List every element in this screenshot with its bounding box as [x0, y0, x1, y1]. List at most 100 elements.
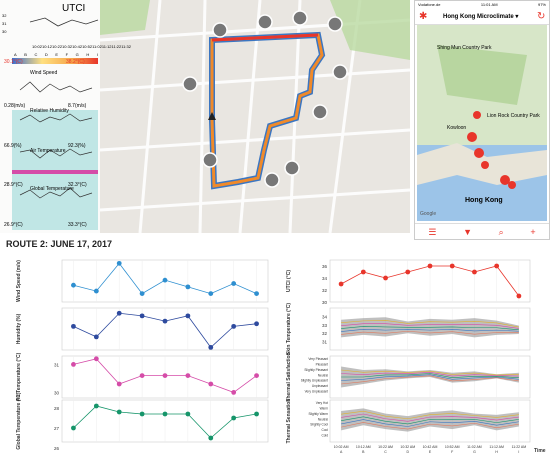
category-label: Cold	[321, 434, 328, 438]
data-point	[93, 288, 99, 294]
wind-max: 8.7(m/s)	[68, 103, 87, 109]
search-icon[interactable]: ⌕	[498, 226, 504, 237]
band-area	[341, 366, 519, 388]
data-point	[254, 373, 259, 378]
data-point	[71, 323, 76, 329]
data-point	[139, 313, 145, 319]
category-label: Cool	[321, 428, 328, 432]
add-icon[interactable]: +	[530, 227, 536, 237]
data-point	[185, 411, 191, 417]
y-tick-label: 36	[322, 264, 328, 269]
data-point	[71, 362, 76, 367]
data-point	[185, 313, 191, 319]
utci-letter: C	[34, 52, 38, 57]
data-point	[139, 411, 145, 417]
participant-line	[341, 422, 519, 430]
x-letter-label: E	[429, 450, 432, 454]
participant-line	[341, 369, 519, 376]
data-point	[162, 411, 168, 417]
filter-icon[interactable]: ▼	[463, 227, 472, 237]
x-time-label: 10:42 AM	[423, 445, 438, 449]
route-title: ROUTE 2: JUNE 17, 2017	[6, 239, 113, 249]
data-point	[254, 291, 259, 296]
utci-letter-row: A B C D E F G H I	[14, 52, 98, 57]
category-label: Slightly Warm	[308, 412, 328, 416]
chart-ylabel: UTCI (°C)	[286, 270, 292, 292]
data-point	[405, 269, 411, 275]
utci-x-tick: 10:52	[82, 44, 93, 49]
data-point	[208, 435, 214, 441]
data-point	[116, 260, 122, 266]
y-tick-label: 34	[322, 276, 328, 281]
data-point	[338, 281, 344, 287]
globe-min: 26.9°(C)	[4, 222, 23, 228]
app-title[interactable]: Hong Kong Microclimate ▾	[443, 14, 519, 20]
participant-line	[341, 328, 519, 332]
data-point	[139, 291, 145, 296]
chart-ylabel: Wind Speed (m/s)	[16, 260, 22, 302]
data-point	[472, 269, 477, 275]
y-tick-label: 28	[54, 406, 60, 411]
map-place-lion-rock: Lion Rock Country Park	[487, 113, 540, 119]
overlay-charts	[12, 17, 99, 230]
data-point	[449, 263, 455, 269]
category-label: Very Pleasant	[308, 357, 328, 361]
phone-map[interactable]: Shing Mun Country Park Lion Rock Country…	[417, 25, 547, 221]
data-point	[93, 403, 99, 409]
category-label: Slightly Cool	[310, 423, 328, 427]
data-point	[71, 282, 76, 288]
data-point	[231, 390, 237, 395]
category-label: Pleasant	[316, 362, 329, 366]
y-tick-label: 31	[322, 340, 328, 345]
band-area	[341, 408, 519, 432]
utci-letter: D	[44, 52, 48, 57]
category-label: Neutral	[318, 417, 329, 421]
category-label: Very Unpleasant	[305, 390, 329, 394]
category-label: Very Hot	[316, 401, 328, 405]
data-point	[116, 381, 122, 387]
participant-line	[341, 410, 519, 420]
data-point	[208, 344, 214, 350]
data-point	[208, 381, 214, 387]
data-point	[427, 263, 433, 269]
data-point	[93, 334, 99, 340]
menu-icon[interactable]: ☰	[428, 226, 437, 237]
photo-markers	[182, 10, 348, 188]
chart-ylabel: Thermal Satisfaction	[286, 352, 292, 401]
utci-title: UTCI	[62, 3, 86, 14]
refresh-icon[interactable]: ↻	[537, 11, 546, 22]
data-point	[71, 425, 76, 431]
data-point	[162, 277, 168, 283]
data-point	[360, 269, 366, 275]
data-point	[93, 356, 99, 362]
status-battery: 97%	[537, 2, 546, 7]
utci-x-tick: 11:22	[111, 44, 122, 49]
utci-letter: G	[75, 52, 79, 57]
humidity-title: Relative Humidity	[30, 108, 69, 114]
data-point	[254, 321, 259, 327]
chart-ylabel: Thermal Sensation	[286, 399, 292, 444]
x-letter-label: G	[473, 450, 476, 454]
data-point	[208, 291, 214, 296]
utci-letter: F	[65, 52, 69, 57]
status-time: 11:01 AM	[480, 2, 498, 7]
data-point	[254, 411, 259, 417]
participant-line	[341, 372, 519, 377]
utci-letter: E	[55, 52, 59, 57]
humidity-max: 92.3(%)	[68, 143, 86, 149]
participant-line	[341, 419, 519, 427]
participant-line	[341, 413, 519, 422]
globe-max: 33.3°(C)	[68, 222, 87, 228]
air-max: 32.3°(C)	[68, 182, 87, 188]
x-letter-label: H	[495, 450, 498, 454]
app-logo-icon[interactable]: ✱	[419, 11, 428, 22]
x-time-label: 11:12 AM	[489, 445, 504, 449]
utci-letter: B	[24, 52, 27, 57]
participant-line	[341, 374, 519, 381]
phone-app: Vodafone.de 11:01 AM 97% ✱ Hong Kong Mic…	[414, 0, 550, 240]
utci-letter: I	[96, 52, 98, 57]
utci-letter: A	[14, 52, 17, 57]
participant-line	[341, 375, 519, 385]
data-point	[383, 275, 388, 281]
utci-y-tick: 32	[2, 13, 7, 18]
